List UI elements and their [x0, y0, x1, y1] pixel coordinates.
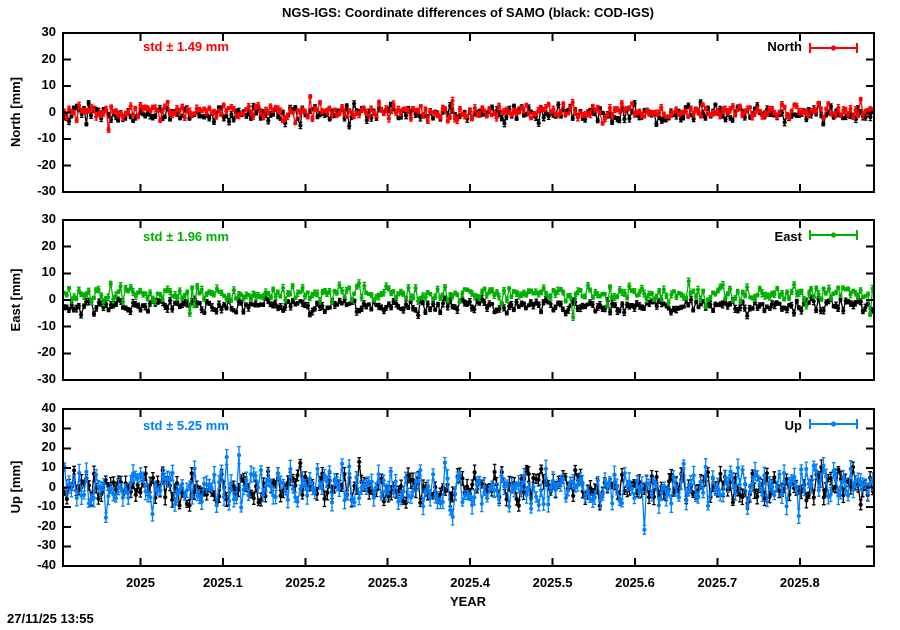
panel-frame-north: [62, 32, 875, 193]
y-tick-label-north: 30: [41, 24, 56, 39]
std-annotation-north: std ± 1.49 mm: [143, 39, 229, 54]
series-east-cod-igs: [63, 294, 874, 320]
series-east-ngs-igs: [63, 277, 874, 322]
y-tick-label-east: 20: [41, 237, 56, 253]
x-axis-label: YEAR: [449, 594, 487, 609]
y-tick-label-up: 30: [41, 419, 56, 435]
y-tick-label-up: -10: [37, 498, 56, 514]
series-up-ngs-igs: [63, 445, 874, 535]
std-annotation-east: std ± 1.96 mm: [143, 229, 229, 244]
x-tick-label: 2025.8: [779, 575, 820, 590]
x-tick-label: 2025.3: [367, 575, 408, 590]
chart-title: NGS-IGS: Coordinate differences of SAMO …: [282, 5, 654, 20]
y-tick-label-east: -30: [37, 371, 56, 386]
panel-data-up: [63, 445, 874, 535]
y-tick-label-north: -30: [37, 183, 56, 198]
y-tick-label-up: 10: [41, 458, 56, 474]
y-tick-label-east: 30: [41, 211, 56, 226]
y-tick-label-up: -40: [37, 557, 56, 572]
x-tick-label: 2025.5: [532, 575, 573, 590]
y-tick-label-up: 0: [48, 478, 56, 494]
x-tick-label: 2025.1: [203, 575, 243, 590]
plot-timestamp: 27/11/25 13:55: [7, 611, 94, 626]
y-tick-label-east: 0: [48, 291, 56, 306]
panel-data-north: [63, 94, 874, 133]
series-north-ngs-igs: [63, 94, 874, 133]
y-tick-label-up: 20: [41, 439, 56, 455]
std-annotation-up: std ± 5.25 mm: [143, 418, 229, 433]
y-tick-label-north: 10: [41, 77, 56, 92]
panel-frame-up: [62, 408, 875, 567]
panel-data-east: [63, 277, 874, 322]
x-tick-label: 2025: [126, 575, 155, 590]
x-tick-label: 2025.4: [450, 575, 491, 590]
y-tick-label-up: -20: [37, 517, 56, 533]
legend-key-north: [809, 43, 858, 53]
y-tick-label-north: -10: [37, 130, 56, 145]
legend-label-up: Up: [784, 418, 802, 433]
legend-label-north: North: [767, 39, 802, 54]
legend-label-east: East: [774, 229, 802, 244]
legend-key-up: [809, 419, 858, 429]
y-tick-label-north: 0: [48, 103, 56, 119]
legend-key-east: [809, 230, 858, 240]
y-tick-label-up: 40: [41, 400, 56, 415]
y-tick-label-east: -20: [37, 344, 56, 360]
x-tick-label: 2025.2: [285, 575, 326, 590]
y-tick-label-up: -30: [37, 537, 56, 553]
panel-frame-east: [62, 219, 875, 381]
y-tick-label-east: -10: [37, 317, 56, 333]
x-tick-label: 2025.7: [697, 575, 738, 590]
y-tick-label-east: 10: [41, 264, 56, 280]
x-tick-label: 2025.6: [615, 575, 655, 590]
y-tick-label-north: -20: [37, 156, 56, 172]
y-tick-label-north: 20: [41, 50, 56, 66]
